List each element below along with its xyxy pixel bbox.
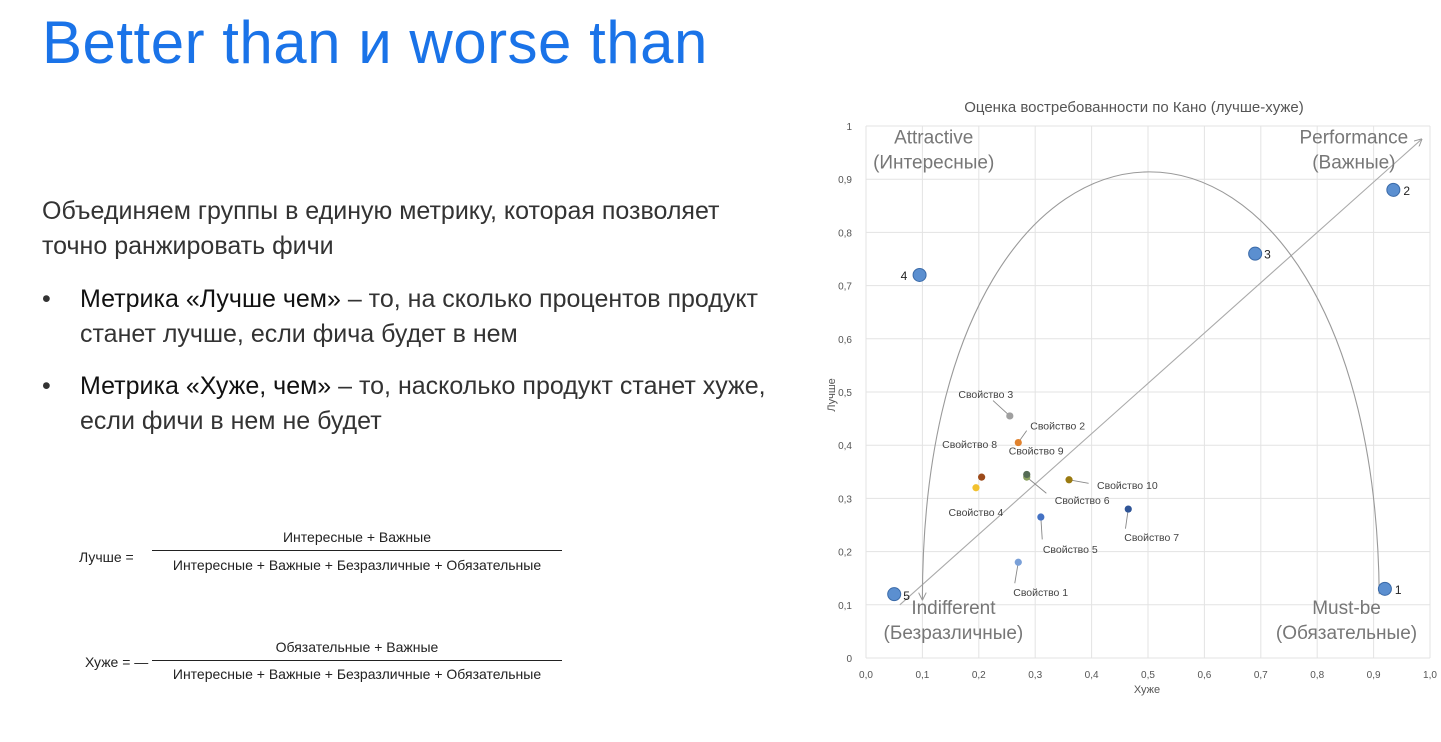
feature-point-label: Свойство 7	[1124, 532, 1179, 544]
y-tick-label: 0,3	[838, 494, 852, 505]
formula-worse-label: Хуже = —	[85, 654, 149, 670]
reference-point-label: 3	[1264, 248, 1271, 262]
x-axis-label: Хуже	[1134, 684, 1160, 696]
y-tick-labels: 0 0,1 0,2 0,3 0,4 0,5 0,6 0,7 0,8 0,9 1	[838, 122, 852, 665]
feature-point	[1014, 558, 1022, 566]
y-tick-label: 0,8	[838, 228, 852, 239]
x-tick-labels: 0,0 0,1 0,2 0,3 0,4 0,5 0,6 0,7 0,8 0,9 1,0	[859, 670, 1437, 681]
kano-chart: Оценка востребованности по Кано (лучше-х…	[826, 99, 1437, 696]
feature-point	[1014, 438, 1022, 447]
feature-point-label: Свойство 1	[1013, 587, 1068, 599]
y-axis-label: Лучше	[826, 378, 838, 412]
formula-worse-numerator: Обязательные + Важные	[275, 639, 439, 655]
reference-point	[912, 267, 927, 282]
bullet-marker: •	[42, 372, 51, 400]
feature-point-label: Свойство 4	[949, 507, 1004, 519]
x-tick-label: 0,5	[1141, 670, 1155, 681]
quadrant-label: Indifferent	[911, 598, 996, 619]
feature-point-label: Свойство 5	[1043, 544, 1098, 556]
feature-point	[1124, 505, 1132, 513]
reference-point	[1377, 581, 1392, 596]
feature-point-label: Свойство 8	[942, 439, 997, 451]
bullet-marker: •	[42, 285, 51, 313]
data-points: 1 2 3 4 5 Свойство 1 Свойство 2 Свойство 3 Свойс…	[887, 182, 1410, 603]
chart-title: Оценка востребованности по Кано (лучше-х…	[964, 99, 1304, 116]
x-tick-label: 0,7	[1254, 670, 1268, 681]
kano-curves	[899, 139, 1422, 606]
formula-worse-denominator: Интересные + Важные + Безразличные + Обя…	[172, 666, 542, 682]
feature-point-label: Свойство 2	[1030, 421, 1085, 433]
reference-point-label: 2	[1403, 184, 1410, 198]
feature-point	[1006, 412, 1014, 420]
formula-better-label: Лучше =	[79, 549, 134, 565]
feature-point	[1065, 476, 1073, 484]
y-tick-label: 0,7	[838, 282, 852, 293]
reference-point	[887, 587, 902, 602]
reference-point-label: 4	[901, 269, 908, 283]
x-tick-label: 0,0	[859, 670, 873, 681]
feature-point-label: Свойство 10	[1097, 480, 1158, 492]
x-tick-label: 0,3	[1028, 670, 1042, 681]
quadrant-label: Must-be	[1312, 598, 1381, 619]
quadrant-label: Attractive	[894, 128, 973, 149]
bullet-worse: • Метрика «Хуже, чем» – то, насколько пр…	[42, 369, 782, 439]
feature-point	[1023, 470, 1031, 479]
y-tick-label: 0,5	[838, 388, 852, 399]
bullet-list: • Метрика «Лучше чем» – то, на сколько п…	[42, 282, 782, 456]
page-title: Better than и worse than	[42, 9, 708, 76]
y-tick-label: 0,4	[838, 441, 852, 452]
x-tick-label: 0,4	[1085, 670, 1099, 681]
leader-line	[1026, 476, 1047, 494]
quadrant-sublabel: (Безразличные)	[884, 623, 1024, 644]
x-tick-label: 0,8	[1310, 670, 1324, 681]
feature-point-label: Свойство 9	[1009, 445, 1064, 457]
chart-grid	[865, 125, 1431, 659]
x-tick-label: 0,2	[972, 670, 986, 681]
y-tick-label: 0,1	[838, 601, 852, 612]
feature-point	[1037, 513, 1045, 521]
formula-better-numerator: Интересные + Важные	[282, 529, 431, 545]
formula-better-denominator: Интересные + Важные + Безразличные + Обя…	[172, 557, 542, 573]
leader-line	[992, 400, 1011, 417]
intro-text: Объединяем группы в единую метрику, кото…	[42, 197, 720, 260]
feature-point	[978, 473, 986, 481]
feature-point-label: Свойство 3	[958, 389, 1013, 401]
x-tick-label: 0,6	[1197, 670, 1211, 681]
formula-worse-line	[152, 660, 562, 661]
bullet-better: • Метрика «Лучше чем» – то, на сколько п…	[42, 282, 782, 352]
reference-point	[1248, 246, 1263, 261]
leader-line	[1040, 516, 1043, 540]
quadrant-sublabel: (Обязательные)	[1276, 623, 1417, 644]
quadrant-sublabel: (Интересные)	[873, 153, 994, 174]
bullet-worse-text: – то, насколько продукт станет хуже, есл…	[80, 372, 766, 435]
formula-better-line	[152, 550, 562, 551]
y-tick-label: 1	[846, 122, 852, 133]
quadrant-sublabel: (Важные)	[1312, 153, 1395, 174]
reference-point	[1386, 182, 1401, 197]
kano-arc	[922, 171, 1380, 600]
reference-point-label: 5	[903, 589, 910, 603]
x-tick-label: 1,0	[1423, 670, 1437, 681]
bullet-worse-title: Метрика «Хуже, чем»	[80, 372, 332, 400]
y-tick-label: 0,6	[838, 335, 852, 346]
bullet-better-title: Метрика «Лучше чем»	[80, 285, 341, 313]
quadrant-label: Performance	[1299, 128, 1408, 149]
y-tick-label: 0,9	[838, 175, 852, 186]
quadrant-labels: Attractive (Интересные) Performance (Важные…	[873, 128, 1417, 644]
reference-point-label: 1	[1395, 583, 1402, 597]
bullet-better-text: – то, на сколько процентов продукт стане…	[80, 285, 759, 348]
feature-point	[972, 484, 980, 492]
y-tick-label: 0,2	[838, 548, 852, 559]
x-tick-label: 0,9	[1367, 670, 1381, 681]
diagonal-arrow	[899, 139, 1422, 606]
feature-point-label: Свойство 6	[1055, 495, 1110, 507]
x-tick-label: 0,1	[915, 670, 929, 681]
y-tick-label: 0	[846, 654, 852, 665]
